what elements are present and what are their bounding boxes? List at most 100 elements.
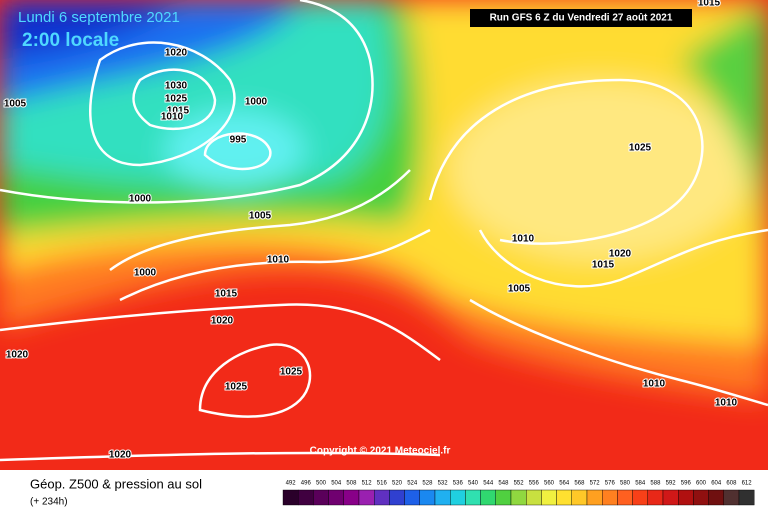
colorbar-label: 592 bbox=[666, 481, 677, 487]
run-box bbox=[470, 9, 692, 27]
colorbar-label: 556 bbox=[529, 481, 540, 487]
isobar-label: 1010 bbox=[643, 379, 666, 390]
colorbar-label: 516 bbox=[377, 481, 388, 487]
copyright: Copyright © 2021 Meteociel.fr bbox=[310, 446, 451, 457]
isobars bbox=[0, 0, 768, 462]
footer-title: Géop. Z500 & pression au sol bbox=[30, 476, 202, 491]
colorbar-cell bbox=[723, 489, 740, 506]
field bbox=[0, 0, 768, 470]
colorbar-label: 576 bbox=[605, 481, 616, 487]
colorbar-label: 512 bbox=[362, 481, 373, 487]
isobar-label: 1000 bbox=[245, 97, 268, 108]
colorbar-label: 520 bbox=[392, 481, 403, 487]
colorbar-label: 508 bbox=[346, 481, 357, 487]
isobar-label: 1015 bbox=[215, 289, 238, 300]
colorbar-label: 492 bbox=[286, 481, 297, 487]
isobar-label: 1020 bbox=[211, 316, 234, 327]
isobar-label: 995 bbox=[230, 135, 247, 146]
date-label: Lundi 6 septembre 2021 bbox=[18, 9, 180, 26]
colorbar-label: 584 bbox=[635, 481, 646, 487]
colorbar-cell bbox=[693, 489, 709, 506]
isobar-label: 1000 bbox=[129, 194, 152, 205]
colorbar-cell bbox=[738, 489, 755, 506]
colorbar-label: 540 bbox=[468, 481, 479, 487]
colorbar-cell bbox=[556, 489, 572, 506]
colorbar-cell bbox=[602, 489, 618, 506]
isobar-label: 1020 bbox=[165, 48, 188, 59]
isobar-label: 1010 bbox=[512, 234, 535, 245]
colorbar-label: 564 bbox=[559, 481, 570, 487]
colorbar-cell bbox=[434, 489, 451, 506]
isobar-label: 1025 bbox=[165, 94, 188, 105]
isobar-label: 1010 bbox=[715, 398, 738, 409]
isobar-label: 1020 bbox=[6, 350, 29, 361]
isobar-label: 1010 bbox=[267, 255, 290, 266]
isobar-label: 1000 bbox=[134, 268, 157, 279]
isobar-label: 1030 bbox=[165, 81, 188, 92]
colorbar-cell bbox=[465, 489, 481, 506]
colorbar-label: 524 bbox=[407, 481, 418, 487]
colorbar-label: 596 bbox=[681, 481, 692, 487]
colorbar-cell bbox=[282, 489, 299, 506]
isobar-label: 1025 bbox=[629, 143, 652, 154]
isobar-label: 1020 bbox=[609, 249, 632, 260]
colorbar-cell bbox=[495, 489, 512, 506]
colorbar-cell bbox=[647, 489, 664, 506]
isobar-label: 1025 bbox=[280, 367, 303, 378]
footer-lead: (+ 234h) bbox=[30, 497, 68, 508]
colorbar-cell bbox=[374, 489, 390, 506]
isobar-label: 1015 bbox=[167, 106, 190, 117]
isobar-label: 1020 bbox=[109, 450, 132, 461]
colorbar-label: 604 bbox=[711, 481, 722, 487]
colorbar: 492 496 500 504 508 512 516 520 524 528 532 536 540 5… bbox=[282, 481, 755, 506]
colorbar-cell bbox=[313, 489, 329, 506]
colorbar-cell bbox=[450, 489, 466, 506]
colorbar-label: 528 bbox=[422, 481, 433, 487]
colorbar-label: 588 bbox=[650, 481, 661, 487]
colorbar-cell bbox=[526, 489, 542, 506]
colorbar-cell bbox=[617, 489, 633, 506]
colorbar-label: 532 bbox=[438, 481, 449, 487]
colorbar-cell bbox=[678, 489, 694, 506]
colorbar-cell bbox=[389, 489, 405, 506]
colorbar-label: 504 bbox=[331, 481, 342, 487]
colorbar-label: 608 bbox=[726, 481, 737, 487]
colorbar-label: 580 bbox=[620, 481, 631, 487]
colorbar-cell bbox=[298, 489, 314, 506]
colorbar-label: 548 bbox=[498, 481, 509, 487]
colorbar-cell bbox=[586, 489, 603, 506]
time-label: 2:00 locale bbox=[22, 30, 119, 51]
isobar-label: 1010 bbox=[161, 112, 184, 123]
colorbar-cell bbox=[662, 489, 679, 506]
isobar-label: 1005 bbox=[249, 211, 272, 222]
colorbar-cell bbox=[419, 489, 436, 506]
colorbar-cell bbox=[404, 489, 421, 506]
colorbar-label: 568 bbox=[574, 481, 585, 487]
isobar-label: 1005 bbox=[4, 99, 27, 110]
colorbar-label: 552 bbox=[514, 481, 525, 487]
colorbar-label: 560 bbox=[544, 481, 555, 487]
colorbar-label: 600 bbox=[696, 481, 707, 487]
colorbar-cell bbox=[708, 489, 724, 506]
isobar-label: 1015 bbox=[698, 0, 721, 9]
colorbar-cell bbox=[541, 489, 557, 506]
colorbar-label: 536 bbox=[453, 481, 464, 487]
colorbar-cell bbox=[328, 489, 345, 506]
colorbar-label: 572 bbox=[590, 481, 601, 487]
isobar-label: 1015 bbox=[592, 260, 615, 271]
isobar-label: 1025 bbox=[225, 382, 248, 393]
colorbar-cell bbox=[480, 489, 497, 506]
colorbar-cell bbox=[632, 489, 648, 506]
colorbar-label: 544 bbox=[483, 481, 494, 487]
colorbar-cell bbox=[510, 489, 527, 506]
colorbar-label: 500 bbox=[316, 481, 327, 487]
colorbar-cell bbox=[571, 489, 588, 506]
colorbar-label: 496 bbox=[301, 481, 312, 487]
run-label: Run GFS 6 Z du Vendredi 27 août 2021 bbox=[490, 13, 673, 24]
colorbar-label: 612 bbox=[742, 481, 753, 487]
isobar-label: 1005 bbox=[508, 284, 531, 295]
colorbar-cell bbox=[343, 489, 360, 506]
colorbar-cell bbox=[358, 489, 375, 506]
